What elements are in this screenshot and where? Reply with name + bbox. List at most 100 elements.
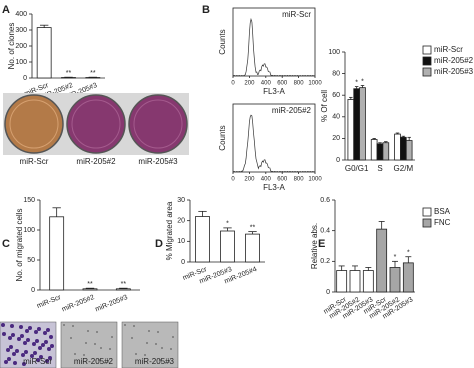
- cell-dot: [146, 342, 148, 344]
- cell-dot: [100, 347, 102, 349]
- significance-mark: **: [250, 224, 256, 231]
- bar: [405, 140, 413, 161]
- error-bar: [392, 260, 398, 268]
- y-tick-label: 200: [15, 43, 27, 50]
- x-axis-label: FL3-A: [263, 183, 285, 192]
- cell-dot: [94, 343, 96, 345]
- error-bar: [352, 265, 358, 271]
- dish-photo: [128, 94, 188, 154]
- error-bar: [248, 231, 257, 235]
- y-axis-label: No. of migrated cells: [15, 209, 24, 282]
- cell-dot: [83, 354, 85, 356]
- y-tick-label: 100: [23, 227, 35, 234]
- y-tick-label: 0: [336, 157, 340, 164]
- cell-dot: [43, 331, 47, 335]
- y-tick-label: 0: [181, 259, 185, 266]
- significance-mark: *: [407, 250, 410, 257]
- legend-label: miR-205#2: [434, 56, 474, 65]
- error-bar: [338, 265, 345, 271]
- cell-dot: [37, 327, 41, 331]
- cell-dot: [131, 337, 133, 339]
- cell-dot: [144, 354, 146, 356]
- y-tick-label: 50: [27, 257, 35, 264]
- y-tick-label: 0.6: [320, 197, 330, 204]
- cell-dot: [10, 324, 14, 328]
- legend-swatch: [422, 67, 432, 77]
- y-axis-label: Counts: [218, 29, 227, 54]
- y-tick-label: 80: [332, 70, 340, 77]
- legend-swatch: [422, 56, 432, 66]
- image-label: miR-Scr: [20, 157, 49, 166]
- cell-dot: [107, 360, 109, 362]
- bar: [336, 270, 348, 293]
- bar: [49, 216, 65, 291]
- bar: [115, 288, 131, 291]
- bar: [394, 133, 401, 161]
- panel-letter: E: [318, 238, 325, 250]
- dish-inner: [133, 99, 183, 149]
- histogram-curve: [232, 17, 316, 77]
- cell-dot: [96, 331, 98, 333]
- y-tick-label: 0: [23, 75, 27, 82]
- dish-inner: [71, 99, 121, 149]
- error-bar: [405, 256, 412, 263]
- cell-dot: [44, 340, 48, 344]
- cell-dot: [6, 348, 10, 352]
- y-tick-label: 20: [177, 218, 185, 225]
- significance-mark: *: [226, 221, 229, 228]
- bar: [370, 139, 378, 161]
- cell-dot: [24, 350, 28, 354]
- cell-dot: [124, 324, 126, 326]
- cell-dot: [32, 342, 36, 346]
- cell-dot: [26, 338, 30, 342]
- cell-dot: [19, 325, 23, 329]
- histogram-label: miR-205#2: [272, 106, 312, 115]
- y-axis-label: % Migrated area: [165, 201, 174, 260]
- x-tick-label: G0/G1: [345, 164, 369, 173]
- bar: [382, 142, 390, 161]
- x-tick-label: 600: [277, 81, 288, 87]
- y-tick-label: 150: [23, 197, 35, 204]
- significance-mark: *: [361, 78, 364, 85]
- cell-dot: [133, 325, 135, 327]
- y-tick-label: 100: [15, 59, 27, 66]
- panel-letter: C: [2, 238, 10, 250]
- x-tick-label: miR-205#2: [61, 294, 95, 313]
- bar: [376, 228, 388, 293]
- bar: [359, 87, 366, 161]
- cell-dot: [172, 336, 174, 338]
- y-tick-label: 0: [326, 289, 330, 296]
- cell-dot: [98, 359, 100, 361]
- cell-dot: [50, 344, 54, 348]
- image-label: miR-205#2: [74, 357, 114, 366]
- bar: [195, 216, 210, 263]
- panel-letter: D: [155, 238, 163, 250]
- cell-dot: [34, 330, 38, 334]
- error-bar: [378, 221, 385, 230]
- cell-dot: [157, 331, 159, 333]
- cell-dot: [1, 323, 5, 327]
- x-tick-label: miR-Scr: [36, 294, 63, 310]
- x-tick-label: 0: [231, 177, 235, 183]
- dish-photo: [4, 94, 64, 154]
- cell-dot: [20, 334, 24, 338]
- error-bar: [407, 136, 411, 141]
- y-tick-label: 40: [332, 114, 340, 121]
- bar: [349, 270, 361, 293]
- error-bar: [52, 207, 61, 217]
- x-tick-label: S: [377, 164, 382, 173]
- dish-inner: [9, 99, 59, 149]
- significance-mark: **: [66, 70, 72, 77]
- cell-dot: [30, 354, 34, 358]
- legend-swatch: [422, 207, 432, 217]
- legend-label: FNC: [434, 218, 451, 227]
- image-label: miR-Scr: [23, 357, 52, 366]
- significance-mark: *: [355, 79, 358, 86]
- bar: [376, 143, 384, 161]
- legend-swatch: [422, 45, 432, 55]
- significance-mark: *: [394, 254, 397, 261]
- y-tick-label: 20: [332, 135, 340, 142]
- histogram-curve: [232, 114, 316, 173]
- cell-dot: [170, 348, 172, 350]
